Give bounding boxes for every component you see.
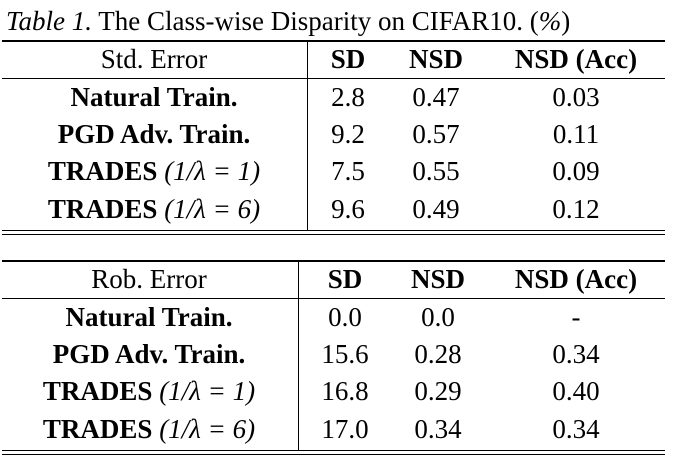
table-row-method: Natural Train. xyxy=(2,300,296,334)
nsd-acc-value: 0.09 xyxy=(552,156,600,186)
method-parameter: (1/λ = 6) xyxy=(157,194,261,224)
table-row-method: PGD Adv. Train. xyxy=(4,117,304,151)
method-name: Natural Train. xyxy=(70,82,238,112)
method-name: TRADES xyxy=(47,194,158,224)
sd-value: 9.2 xyxy=(331,119,365,149)
table-row-method: TRADES (1/λ = 1) xyxy=(2,374,296,408)
nsd-value: 0.49 xyxy=(412,194,460,224)
header-sd: SD xyxy=(330,44,366,74)
nsd-acc-value: 0.40 xyxy=(552,376,600,406)
method-parameter: (1/λ = 1) xyxy=(157,156,261,186)
header-sd: SD xyxy=(327,264,363,294)
caption-percent: % xyxy=(538,6,562,36)
method-name: PGD Adv. Train. xyxy=(52,339,246,369)
nsd-value: 0.47 xyxy=(412,82,460,112)
nsd-acc-value: 0.03 xyxy=(552,82,600,112)
method-name: TRADES xyxy=(47,156,158,186)
nsd-acc-value: 0.11 xyxy=(552,119,600,149)
sd-value: 0.0 xyxy=(328,302,362,332)
nsd-acc-value: 0.12 xyxy=(552,194,600,224)
sd-value: 9.6 xyxy=(331,194,365,224)
bottom-rule-2 xyxy=(2,454,665,455)
sd-value: 16.8 xyxy=(321,376,369,406)
nsd-value: 0.55 xyxy=(412,156,460,186)
header-nsd-acc: NSD (Acc) xyxy=(514,264,638,294)
top-rule xyxy=(2,260,665,262)
method-parameter: (1/λ = 1) xyxy=(152,376,256,406)
method-parameter: (1/λ = 6) xyxy=(152,414,256,444)
nsd-value: 0.34 xyxy=(414,414,462,444)
nsd-acc-value: 0.34 xyxy=(552,414,600,444)
top-rule xyxy=(2,40,665,42)
table-row-method: TRADES (1/λ = 6) xyxy=(4,192,304,226)
nsd-acc-value: - xyxy=(571,302,581,332)
header-rule xyxy=(2,298,665,299)
bottom-rule-2 xyxy=(2,234,665,235)
header-std-error: Std. Error xyxy=(100,44,208,74)
column-divider xyxy=(298,260,299,450)
bottom-rule-1 xyxy=(2,450,665,451)
column-divider xyxy=(307,40,308,230)
method-name: TRADES xyxy=(42,376,153,406)
header-nsd-acc: NSD (Acc) xyxy=(514,44,638,74)
table-caption: Table 1. The Class-wise Disparity on CIF… xyxy=(6,4,570,38)
header-rule xyxy=(2,78,665,79)
header-nsd: NSD xyxy=(410,264,465,294)
table-row-method: PGD Adv. Train. xyxy=(2,337,296,371)
caption-close: ) xyxy=(561,6,571,36)
nsd-value: 0.28 xyxy=(414,339,462,369)
nsd-value: 0.0 xyxy=(421,302,455,332)
table-row-method: TRADES (1/λ = 6) xyxy=(2,412,296,446)
nsd-acc-value: 0.34 xyxy=(552,339,600,369)
method-name: PGD Adv. Train. xyxy=(57,119,251,149)
bottom-rule-1 xyxy=(2,230,665,231)
table-row-method: TRADES (1/λ = 1) xyxy=(4,154,304,188)
method-name: TRADES xyxy=(42,414,153,444)
nsd-value: 0.57 xyxy=(412,119,460,149)
table-row-method: Natural Train. xyxy=(4,80,304,114)
sd-value: 17.0 xyxy=(321,414,369,444)
header-rob-error: Rob. Error xyxy=(91,264,207,294)
sd-value: 7.5 xyxy=(331,156,365,186)
nsd-value: 0.29 xyxy=(414,376,462,406)
sd-value: 15.6 xyxy=(321,339,369,369)
method-name: Natural Train. xyxy=(65,302,233,332)
header-nsd: NSD xyxy=(408,44,463,74)
caption-text: The Class-wise Disparity on CIFAR10. ( xyxy=(92,6,539,36)
caption-label: Table 1. xyxy=(6,6,93,36)
sd-value: 2.8 xyxy=(331,82,365,112)
